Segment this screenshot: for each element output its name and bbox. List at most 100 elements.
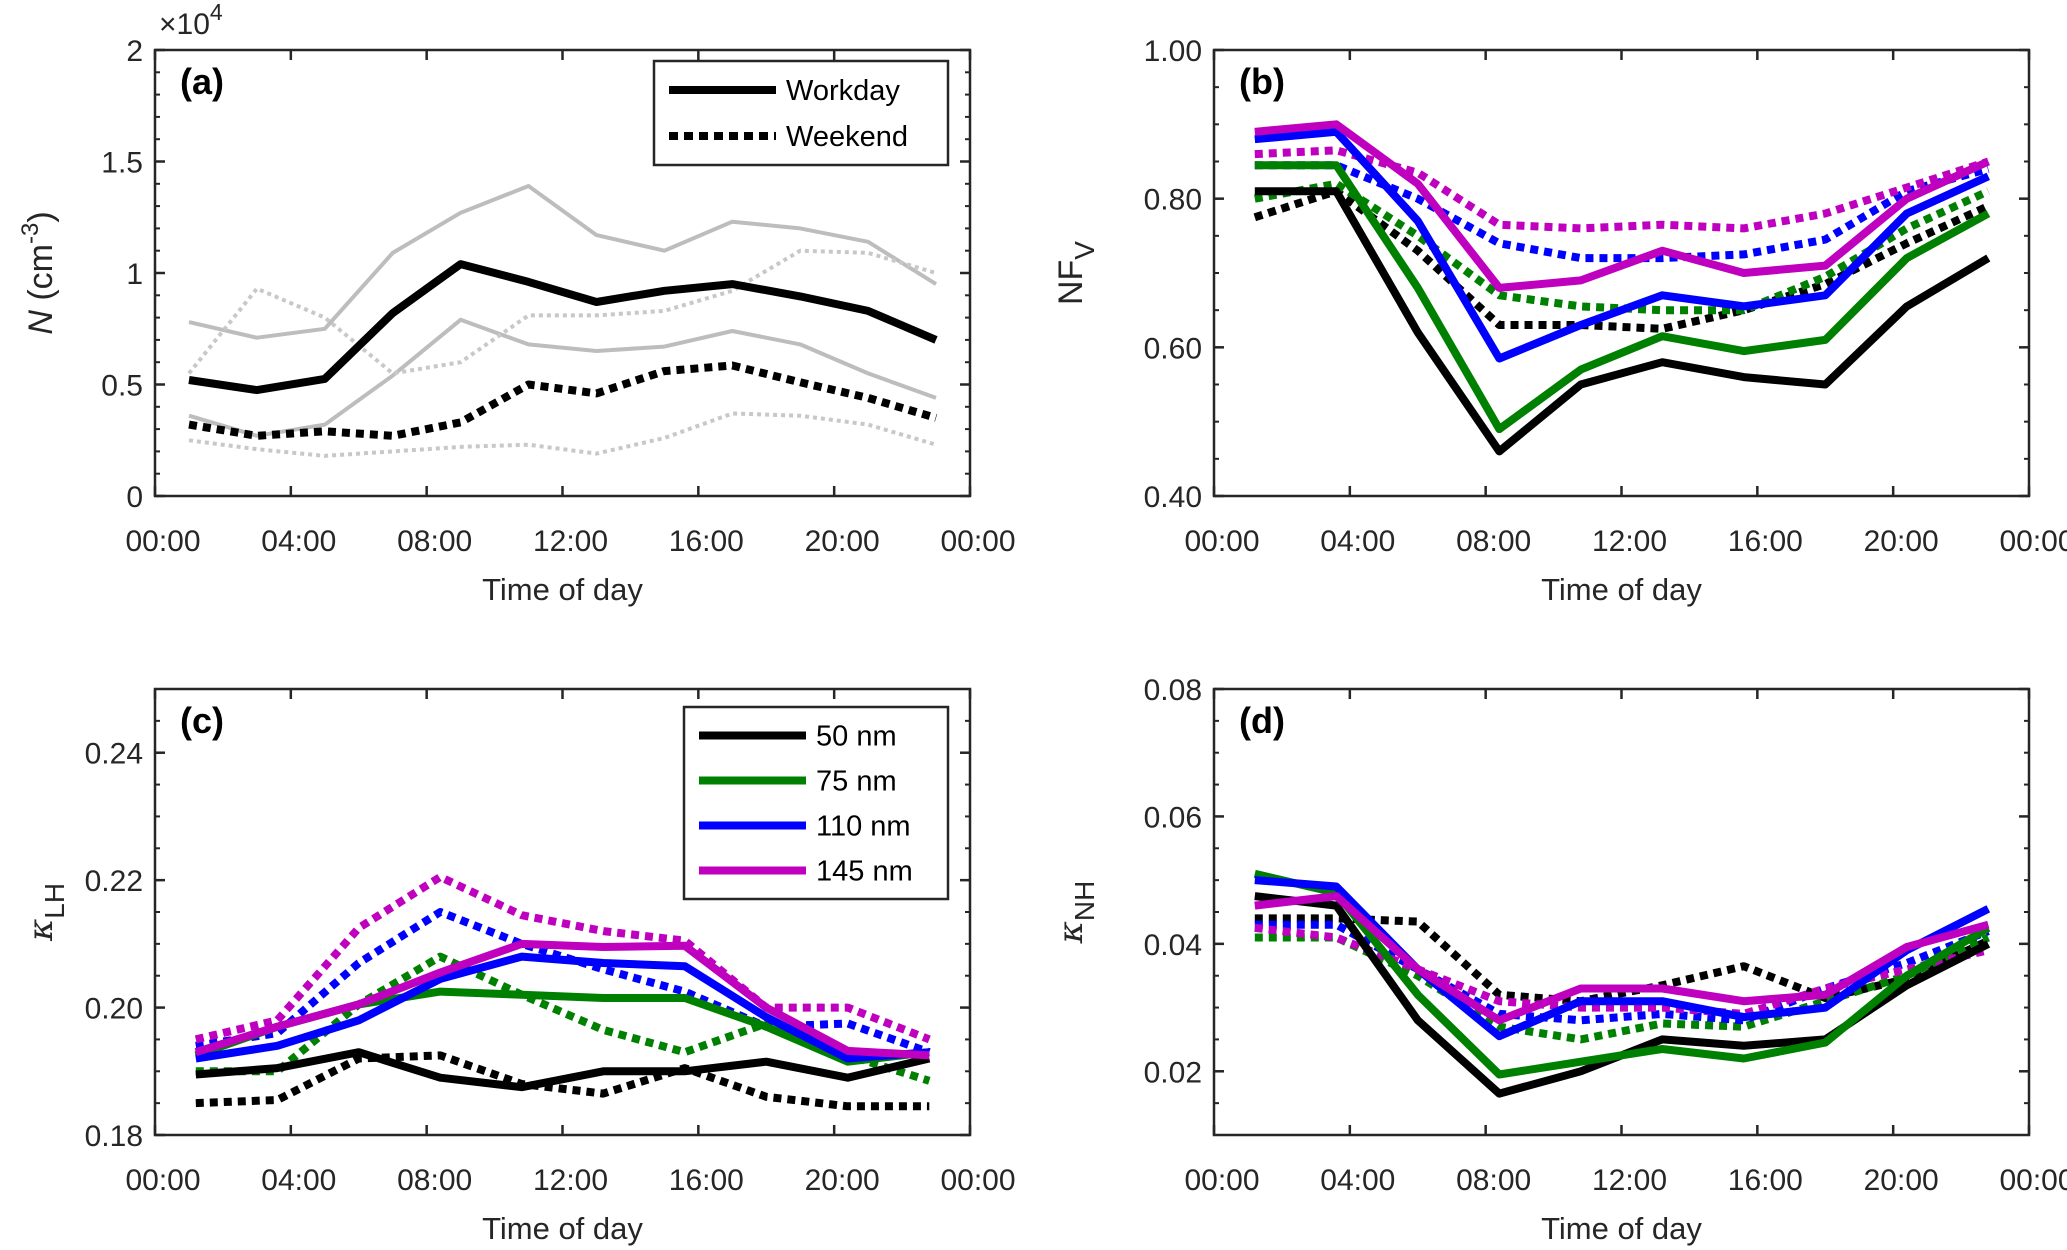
y-tick-label: 0.18: [85, 1120, 143, 1153]
series-line-50-nm-dotted: [1253, 187, 1990, 333]
y-tick-label: 0.20: [85, 993, 143, 1026]
series-line-workday-upper-solid: [188, 184, 938, 340]
series-group: [1253, 120, 1991, 456]
y-tick-label: 1.00: [1144, 35, 1202, 68]
y-axis-label-main: κ: [1051, 921, 1091, 944]
series-line-workday-lower-solid: [188, 317, 937, 438]
series-line-110-nm-solid: [195, 952, 930, 1063]
x-axis-label: Time of day: [482, 1211, 643, 1246]
series-group: [187, 184, 938, 458]
series-line-50-nm-solid: [1254, 187, 1991, 456]
series-line-50-nm-dotted: [195, 1051, 930, 1111]
x-tick-label: 08:00: [1456, 525, 1531, 558]
x-tick-label: 20:00: [1864, 525, 1939, 558]
series-line-145-nm-dotted: [1254, 923, 1990, 1018]
y-tick-label: 0.02: [1144, 1056, 1202, 1089]
y-axis-label: N (cm-3): [17, 211, 60, 334]
x-tick-label: 16:00: [669, 1164, 744, 1197]
legend-box: [652, 59, 950, 167]
panel-a: 0 0.5 1 1.5 2 00:00 04:00 08:00 12:00 16:00 20:00 0…: [17, 0, 1016, 607]
series-line-50-nm-dotted: [1254, 914, 1990, 1006]
x-tick-label: 04:00: [261, 525, 336, 558]
axes-box: [1212, 48, 2031, 498]
x-tick-label: 16:00: [1728, 1164, 1803, 1197]
series-line-weekend-dotted: [188, 361, 938, 440]
panel-c: 0.18 0.20 0.22 0.24 00:00 04:00 08:00 12:00 16:0…: [21, 687, 1016, 1246]
y-axis-label-sub: NH: [1069, 881, 1100, 921]
series-line-50-nm-solid: [195, 1048, 931, 1092]
y-tick-label: 0.06: [1144, 801, 1202, 834]
series-line-workday-solid: [188, 260, 938, 395]
x-tick-label: 12:00: [1592, 1164, 1667, 1197]
x-tick-label: 04:00: [1320, 1164, 1395, 1197]
y-axis-label: κNH: [1051, 881, 1100, 945]
x-tick-label: 20:00: [805, 1164, 880, 1197]
x-tick-label: 08:00: [1456, 1164, 1531, 1197]
y-axis-label-sub: LH: [39, 883, 70, 919]
x-tick-label: 00:00: [1999, 1164, 2067, 1197]
y-axis-label-unit: (cm: [22, 244, 60, 310]
panel-d: 0.02 0.04 0.06 0.08 00:00 04:00 08:00 12:00 16:0…: [1051, 674, 2067, 1246]
legend-label: 110 nm: [816, 811, 911, 843]
x-tick-label: 00:00: [125, 1164, 200, 1197]
x-tick-label: 00:00: [1999, 525, 2067, 558]
y-tick-label: 0.22: [85, 865, 143, 898]
series-line-110-nm-solid: [1254, 876, 1991, 1041]
series-group: [194, 873, 931, 1111]
series-line-145-nm-solid: [1254, 892, 1990, 1025]
y-tick-label: 0.40: [1144, 481, 1202, 514]
legend-label: Workday: [786, 75, 900, 107]
x-tick-label: 16:00: [669, 525, 744, 558]
series-line-145-nm-solid: [194, 939, 930, 1060]
y-tick-label: 0.04: [1144, 929, 1202, 962]
legend-label: 145 nm: [816, 856, 913, 888]
y-tick-label: 2: [126, 35, 143, 68]
panel-b: 0.40 0.60 0.80 1.00 00:00 04:00 08:00 12:00 16:0…: [1052, 35, 2067, 607]
y-tick-label: 1.5: [101, 147, 143, 180]
series-line-75-nm-solid: [1253, 869, 1991, 1079]
x-tick-label: 04:00: [261, 1164, 336, 1197]
series-line-75-nm-solid: [1254, 161, 1991, 434]
y-tick-label: 0.60: [1144, 332, 1202, 365]
y-axis-label-sup: -3: [17, 223, 44, 244]
x-tick-label: 00:00: [125, 525, 200, 558]
y-tick-label: 1: [126, 258, 143, 291]
legend-label: Weekend: [786, 121, 908, 153]
panel-label: (b): [1239, 61, 1285, 102]
x-tick-label: 12:00: [533, 525, 608, 558]
legend: Workday Weekend: [652, 59, 950, 167]
y-axis-label: NFV: [1052, 241, 1100, 305]
x-tick-label: 00:00: [1184, 525, 1259, 558]
x-tick-label: 00:00: [940, 1164, 1015, 1197]
y-axis-label-main: N: [22, 310, 60, 335]
y-tick-label: 0: [126, 481, 143, 514]
y-axis-label-main: NF: [1052, 260, 1090, 305]
y-tick-label: 0.5: [101, 370, 143, 403]
x-tick-label: 20:00: [805, 525, 880, 558]
y-axis-label-close: ): [22, 211, 60, 222]
x-tick-label: 12:00: [1592, 525, 1667, 558]
y-tick-label: 0.08: [1144, 674, 1202, 707]
x-tick-label: 12:00: [533, 1164, 608, 1197]
x-tick-label: 00:00: [1184, 1164, 1259, 1197]
series-line-145-nm-dotted: [1254, 146, 1990, 233]
series-group: [1253, 869, 1991, 1098]
panel-label: (c): [180, 700, 224, 741]
x-axis-label: Time of day: [482, 572, 643, 607]
series-line-110-nm-solid: [1254, 127, 1990, 363]
legend-label: 75 nm: [816, 766, 897, 798]
y-tick-label: 0.24: [85, 738, 143, 771]
x-tick-label: 00:00: [940, 525, 1015, 558]
x-tick-label: 08:00: [397, 1164, 472, 1197]
panel-label: (a): [180, 61, 224, 102]
series-line-145-nm-dotted: [194, 873, 931, 1044]
x-tick-label: 08:00: [397, 525, 472, 558]
panel-label: (d): [1239, 700, 1285, 741]
y-axis-label-sub: V: [1069, 241, 1100, 260]
y-axis-multiplier: ×104: [159, 0, 223, 41]
y-axis-label-main: κ: [21, 919, 61, 942]
x-tick-label: 16:00: [1728, 525, 1803, 558]
x-axis-label: Time of day: [1541, 1211, 1702, 1246]
x-axis-label: Time of day: [1541, 572, 1702, 607]
